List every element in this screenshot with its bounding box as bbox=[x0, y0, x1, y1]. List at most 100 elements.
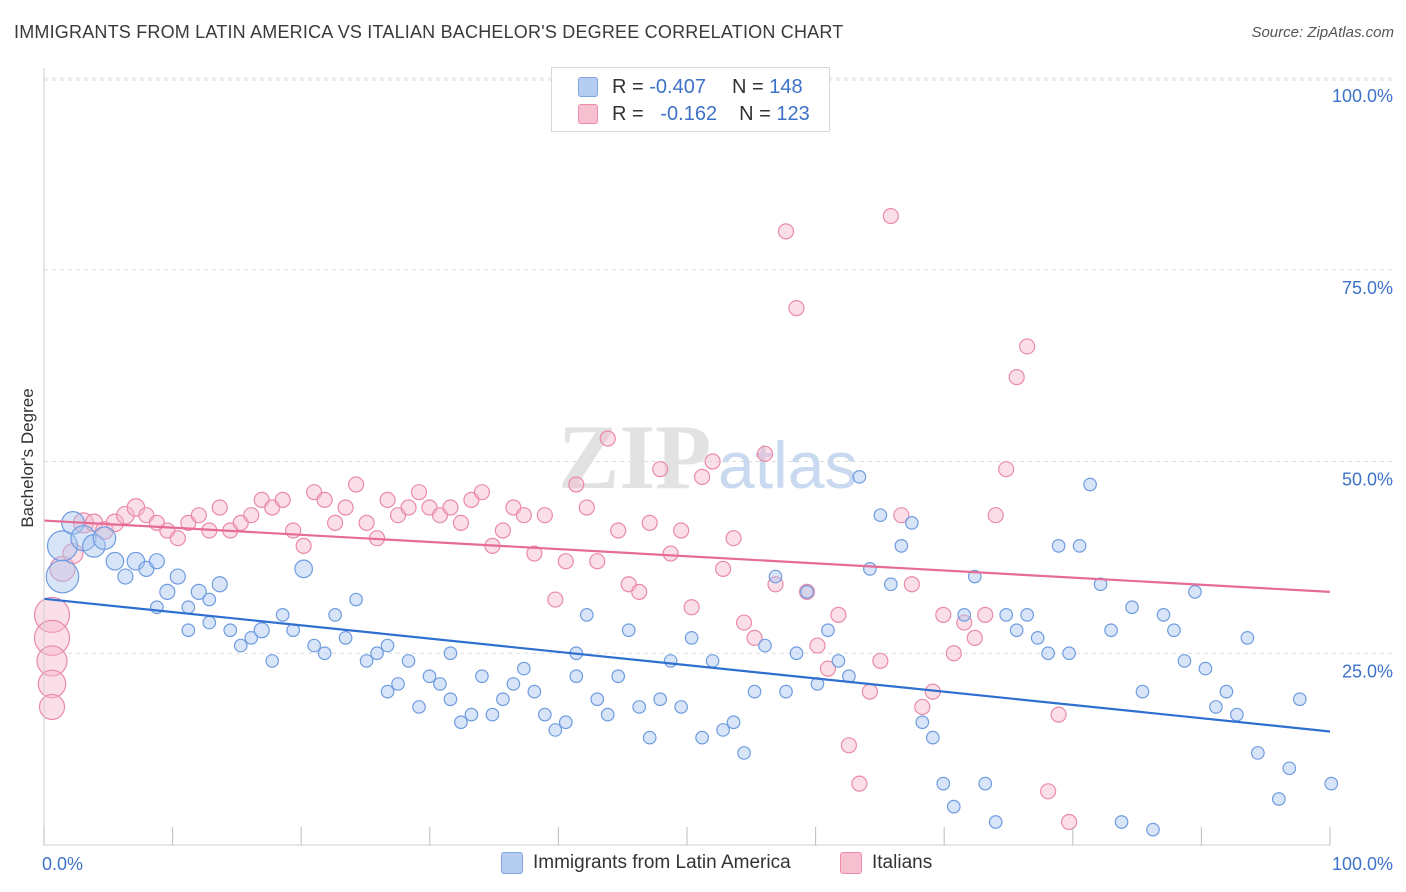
latin-america-point bbox=[548, 723, 563, 737]
latin-america-point bbox=[558, 715, 573, 730]
latin-america-point bbox=[148, 553, 165, 570]
latin-america-point bbox=[915, 715, 930, 730]
latin-america-point bbox=[391, 677, 405, 691]
latin-america-point bbox=[412, 700, 426, 714]
italians-point bbox=[683, 599, 700, 616]
legend-n-value: 148 bbox=[769, 75, 803, 98]
latin-america-point bbox=[317, 646, 332, 661]
italians-point bbox=[358, 514, 375, 531]
italians-point bbox=[1040, 783, 1057, 800]
italians-point bbox=[673, 522, 690, 539]
italians-point bbox=[1019, 338, 1036, 355]
latin-america-point bbox=[632, 700, 647, 714]
italians-point bbox=[631, 583, 648, 600]
latin-america-point bbox=[1324, 776, 1339, 791]
latin-america-point bbox=[569, 669, 584, 684]
italians-point bbox=[746, 629, 763, 647]
italians-point bbox=[116, 505, 135, 525]
latin-america-point bbox=[1240, 631, 1255, 645]
legend-n-label: N = bbox=[731, 75, 764, 98]
latin-america-point bbox=[433, 677, 447, 691]
italians-point bbox=[725, 530, 742, 547]
latin-america-point bbox=[422, 669, 437, 684]
latin-america-point bbox=[1251, 746, 1265, 760]
latin-america-point bbox=[1020, 608, 1035, 622]
latin-america-point bbox=[275, 608, 290, 622]
latin-america-point bbox=[642, 730, 657, 745]
y-tick-label: 50.0% bbox=[1342, 470, 1393, 490]
legend-r-value: -0.162 bbox=[660, 102, 718, 125]
latin-america-point bbox=[1146, 822, 1160, 837]
latin-america-point bbox=[1041, 646, 1055, 661]
italians-point bbox=[641, 514, 658, 531]
latin-america-point bbox=[1125, 600, 1139, 615]
latin-america-point bbox=[380, 638, 395, 653]
latin-america-point bbox=[244, 631, 259, 645]
watermark-atlas: atlas bbox=[718, 428, 857, 502]
italians-point bbox=[337, 499, 354, 516]
italians-point bbox=[830, 606, 847, 624]
latin-america-point bbox=[1093, 577, 1108, 592]
italians-point bbox=[914, 698, 931, 716]
italians-point bbox=[473, 484, 491, 501]
latin-america-point bbox=[202, 592, 217, 607]
latin-america-point bbox=[758, 638, 772, 653]
latin-america-point bbox=[621, 623, 636, 638]
latin-america-point bbox=[1188, 585, 1202, 599]
italians-point bbox=[893, 507, 910, 524]
latin-america-point bbox=[464, 707, 479, 722]
trend-line-italians bbox=[43, 519, 1331, 593]
latin-america-point bbox=[821, 623, 835, 638]
latin-america-point bbox=[925, 730, 940, 745]
italians-point bbox=[987, 507, 1004, 524]
latin-america-point bbox=[653, 692, 668, 707]
latin-america-point bbox=[904, 516, 919, 530]
latin-america-point bbox=[443, 646, 458, 661]
legend-n-value: 123 bbox=[776, 102, 810, 125]
italians-point bbox=[578, 499, 595, 516]
series-legend-latin-america[interactable]: Immigrants from Latin America bbox=[501, 852, 791, 874]
series-label: Italians bbox=[872, 852, 933, 873]
latin-america-point bbox=[611, 669, 626, 684]
latin-america-point bbox=[1198, 661, 1213, 676]
italians-point bbox=[347, 476, 365, 493]
italians-point bbox=[977, 606, 994, 624]
italians-point bbox=[903, 576, 920, 593]
italians-point bbox=[547, 591, 564, 608]
italians-point bbox=[211, 499, 228, 516]
italians-point bbox=[599, 430, 616, 447]
legend-swatch-blue bbox=[578, 77, 598, 97]
latin-america-point bbox=[45, 559, 80, 594]
series-legend-italians[interactable]: Italians bbox=[840, 852, 932, 874]
italians-point bbox=[945, 645, 962, 662]
latin-america-point bbox=[485, 707, 500, 722]
source-credit: Source: ZipAtlas.com bbox=[1251, 24, 1394, 41]
latin-america-point bbox=[1051, 539, 1066, 553]
latin-america-point bbox=[1271, 792, 1286, 806]
latin-america-point bbox=[1219, 684, 1234, 699]
italians-point bbox=[536, 507, 553, 524]
latin-america-point bbox=[831, 654, 846, 668]
latin-america-points bbox=[45, 469, 1339, 837]
legend-row-latin-america: R = -0.407 N = 148 bbox=[578, 74, 803, 100]
latin-america-point bbox=[211, 576, 228, 593]
latin-america-point bbox=[349, 592, 363, 607]
italians-point bbox=[704, 453, 721, 470]
latin-america-point bbox=[105, 551, 125, 571]
latin-america-point bbox=[1114, 815, 1129, 829]
latin-america-point bbox=[726, 715, 741, 730]
italians-point bbox=[452, 514, 470, 531]
latin-america-point bbox=[92, 526, 117, 551]
latin-america-point bbox=[443, 692, 458, 707]
italians-point bbox=[935, 606, 952, 624]
italians-point bbox=[777, 223, 795, 240]
italians-point bbox=[38, 693, 66, 721]
latin-america-point bbox=[873, 508, 888, 523]
latin-america-point bbox=[1072, 539, 1087, 553]
latin-america-point bbox=[181, 623, 196, 638]
latin-america-point bbox=[852, 469, 867, 484]
latin-america-point bbox=[401, 654, 416, 668]
chart-title: IMMIGRANTS FROM LATIN AMERICA VS ITALIAN… bbox=[14, 22, 844, 42]
latin-america-point bbox=[1009, 623, 1024, 638]
x-tick-label-min: 0.0% bbox=[42, 854, 83, 874]
